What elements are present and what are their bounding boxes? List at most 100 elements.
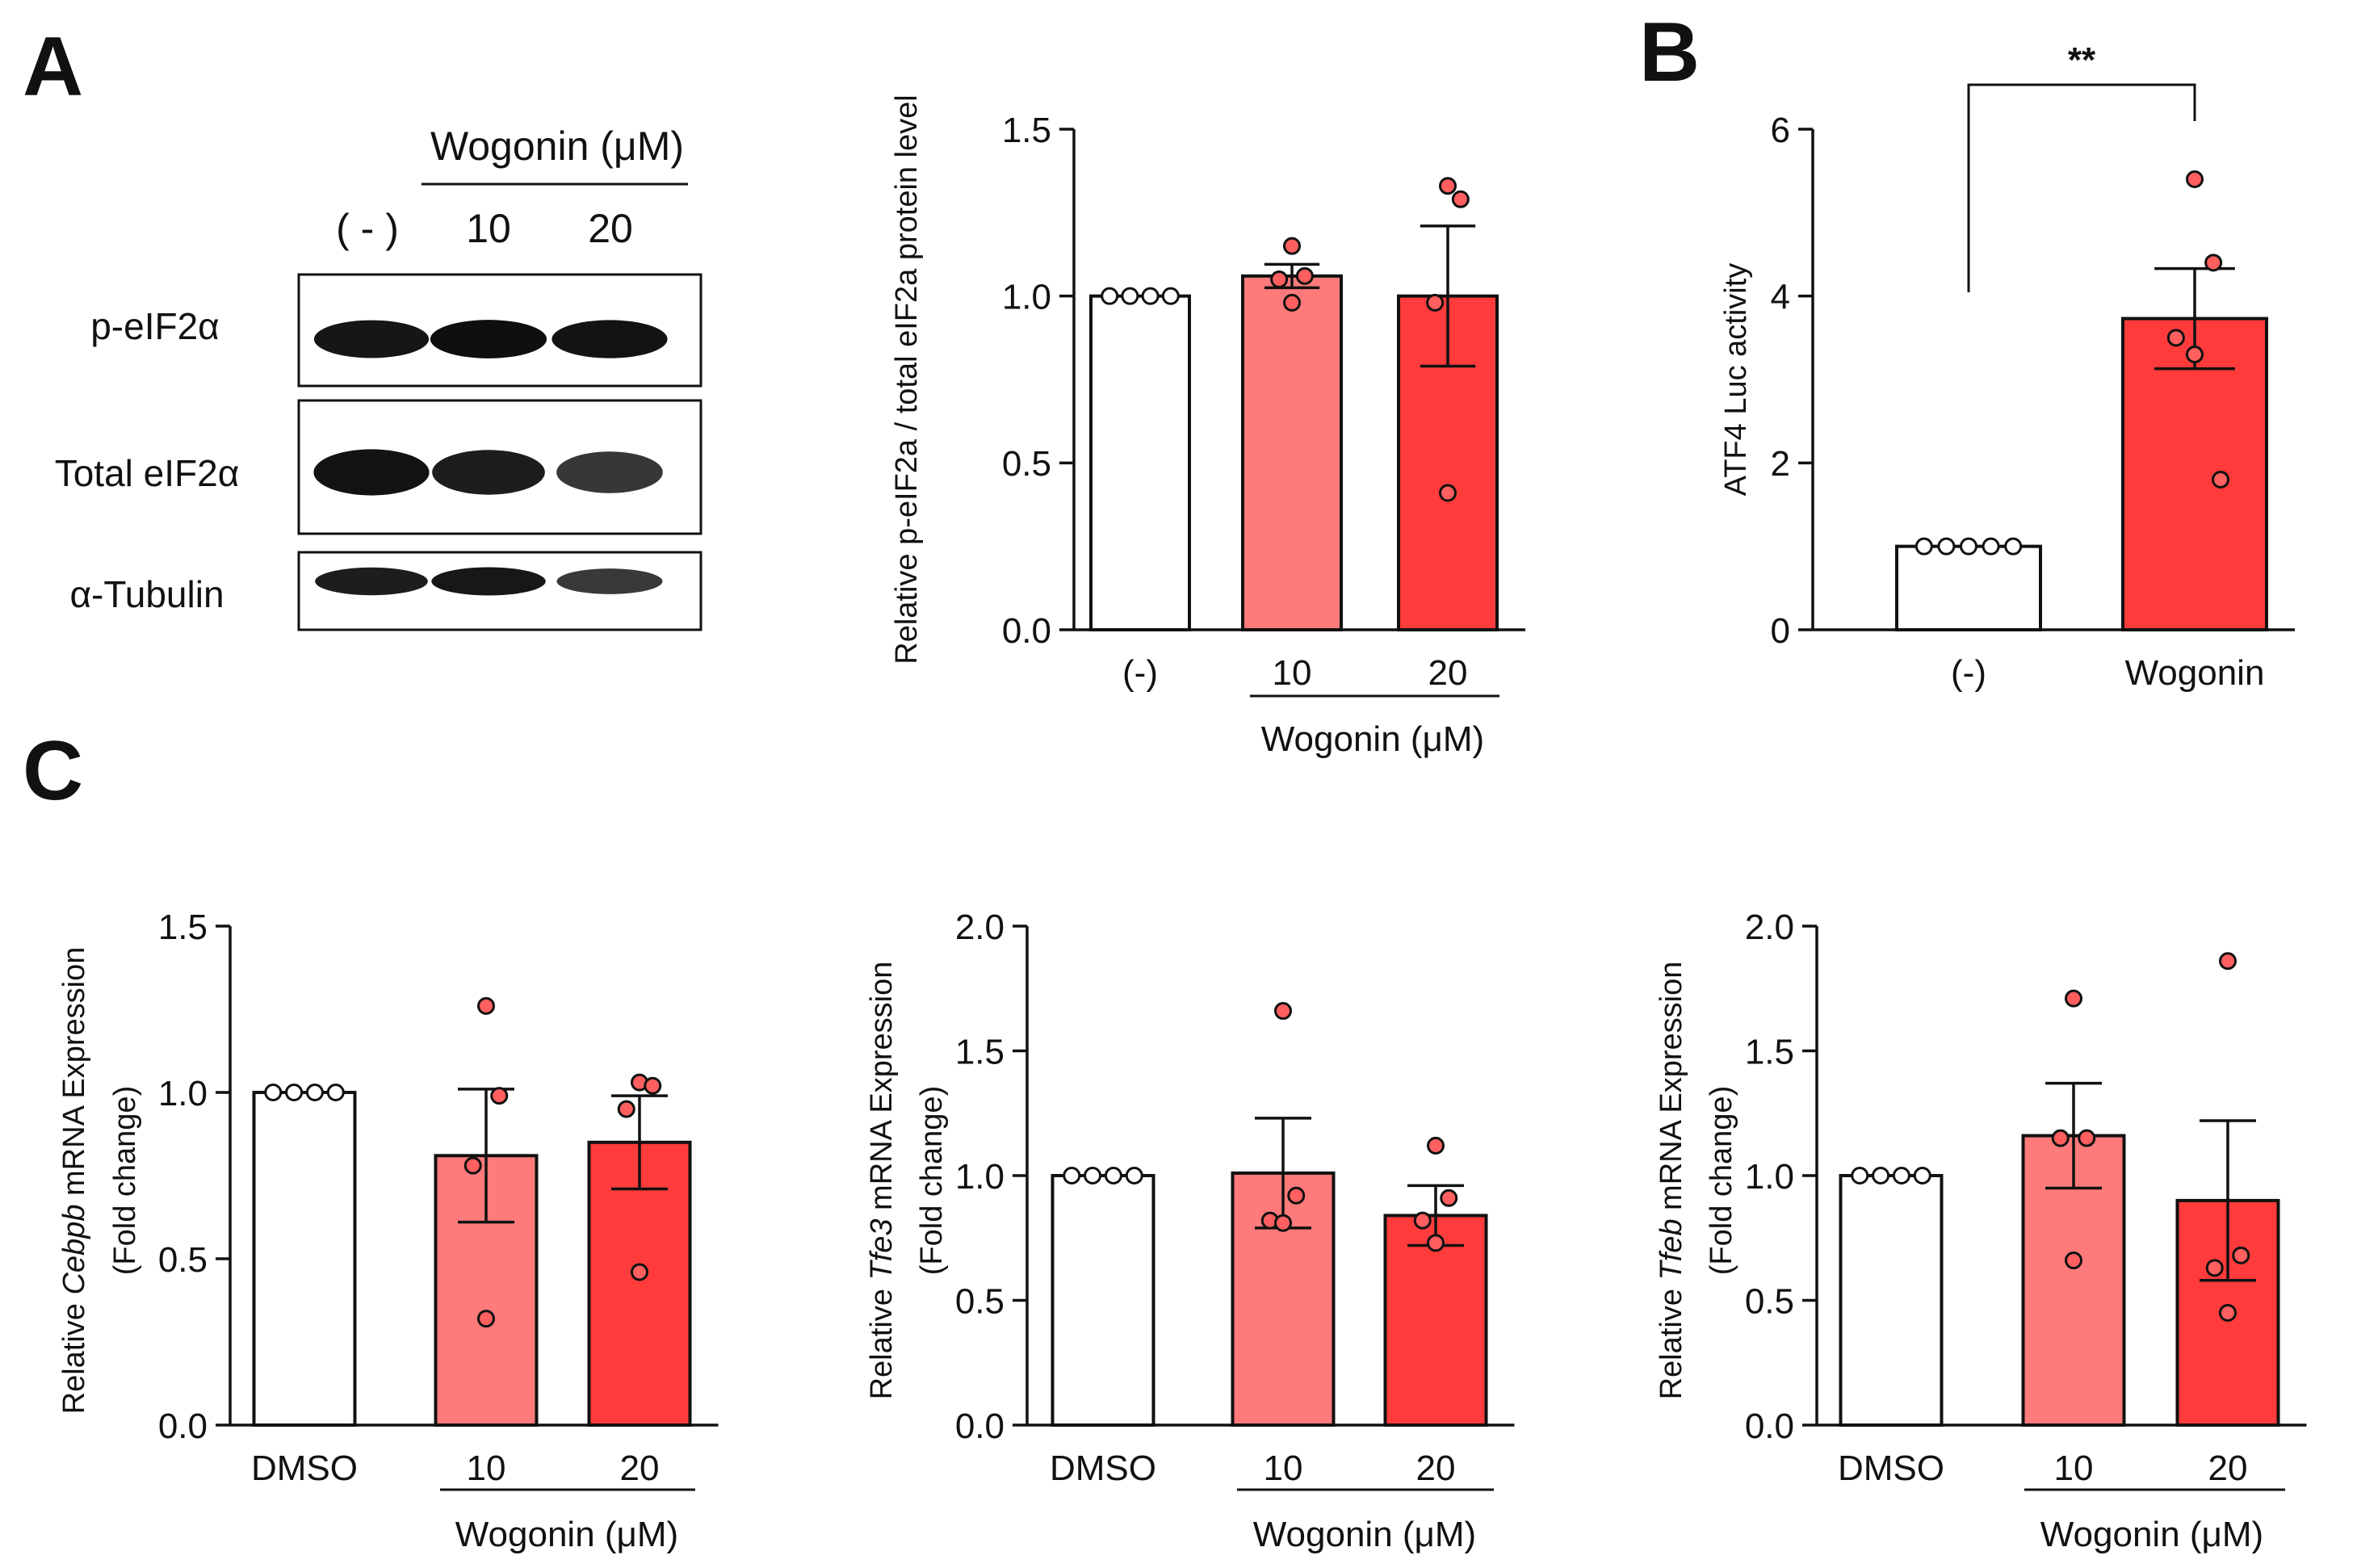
data-point xyxy=(1439,177,1457,195)
data-point xyxy=(1121,287,1139,305)
x-tick-label: 20 xyxy=(2208,1449,2248,1488)
blot-row-label: p-eIF2α xyxy=(90,305,220,347)
y-axis-label: ATF4 Luc activity xyxy=(1719,263,1753,497)
x-tick-label: Wogonin xyxy=(2125,653,2265,693)
data-point xyxy=(1283,293,1301,312)
data-point xyxy=(1141,287,1160,305)
data-point xyxy=(1295,266,1314,285)
x-tick-label: (-) xyxy=(1122,653,1158,693)
data-point xyxy=(2166,329,2185,347)
blot-band xyxy=(313,449,430,496)
data-point xyxy=(1872,1167,1890,1184)
blot-header: Wogonin (μM) xyxy=(430,124,684,169)
data-point xyxy=(1915,537,1933,556)
y-tick-label: 1.5 xyxy=(955,1032,1004,1071)
y-tick-label: 6 xyxy=(1771,111,1790,150)
y-axis-label-units: (Fold change) xyxy=(1705,1086,1738,1275)
blot-band xyxy=(313,320,430,358)
y-tick-label: 1.0 xyxy=(1745,1157,1794,1197)
y-tick-label: 0 xyxy=(1771,611,1790,651)
blot-bands xyxy=(313,449,663,496)
chart-c-cebpb: 0.0 0.5 1.0 1.5 DMSO 10 20 Relative Cebpb mRNA … xyxy=(57,908,719,1554)
significance-bracket xyxy=(1967,83,2196,292)
y-axis-label: Relative Tfeb mRNA Expression xyxy=(1655,962,1688,1400)
data-point xyxy=(2078,1129,2096,1147)
panel-label-b: B xyxy=(1639,6,1700,99)
y-tick-label: 2 xyxy=(1771,444,1790,484)
x-tick-label: 10 xyxy=(1273,653,1312,693)
x-tick-label: 10 xyxy=(2054,1449,2094,1488)
significance-label: ** xyxy=(2068,40,2096,80)
blot-lane-label: ( - ) xyxy=(336,206,399,251)
y-tick-label: 0.5 xyxy=(1745,1281,1794,1321)
bar xyxy=(1839,1174,1944,1427)
data-point xyxy=(1851,1167,1869,1184)
data-point xyxy=(1439,484,1457,502)
y-tick-label: 1.0 xyxy=(1002,278,1051,317)
data-point xyxy=(1426,293,1445,312)
western-blot: Wogonin (μM) ( - ) 10 20 p-eIF2α Total e… xyxy=(55,124,702,631)
blot-band xyxy=(556,568,663,594)
data-point xyxy=(1892,1167,1910,1184)
x-tick-label: DMSO xyxy=(251,1449,358,1488)
y-tick-label: 0.0 xyxy=(158,1407,208,1446)
y-tick-label: 0.0 xyxy=(1745,1407,1794,1446)
x-tick-label: 20 xyxy=(1428,653,1468,693)
y-tick-label: 0.0 xyxy=(955,1407,1004,1446)
data-point xyxy=(2205,1259,2224,1277)
data-point xyxy=(631,1263,648,1281)
group-label: Wogonin (μM) xyxy=(455,1515,678,1554)
data-point xyxy=(1982,537,2000,556)
blot-band xyxy=(432,450,545,495)
data-point xyxy=(1451,190,1470,208)
data-point xyxy=(1413,1211,1432,1230)
y-axis-label: Relative p-eIF2a / total eIF2a protein l… xyxy=(890,94,924,665)
data-point xyxy=(1283,237,1301,255)
data-point xyxy=(1101,287,1119,305)
x-tick-label: 20 xyxy=(1416,1449,1456,1488)
data-point xyxy=(1063,1167,1081,1184)
data-point xyxy=(1125,1167,1143,1184)
data-point xyxy=(2186,170,2204,188)
x-tick-label: 10 xyxy=(467,1449,506,1488)
data-point xyxy=(2212,471,2230,488)
data-point xyxy=(2232,1246,2250,1264)
data-point xyxy=(463,1156,482,1175)
data-point xyxy=(1427,1234,1445,1252)
data-point xyxy=(1084,1167,1102,1184)
data-point xyxy=(1427,1136,1445,1155)
data-point xyxy=(1937,537,1956,556)
panel-label-a: A xyxy=(23,20,83,114)
data-point xyxy=(477,996,495,1015)
blot-band xyxy=(431,567,546,596)
x-tick-label: 10 xyxy=(1264,1449,1303,1488)
x-tick-label: DMSO xyxy=(1050,1449,1156,1488)
blot-row-label: α-Tubulin xyxy=(69,573,224,615)
bar xyxy=(1089,294,1191,631)
blot-lane-label: 10 xyxy=(466,206,511,251)
data-point xyxy=(1960,537,1977,556)
blot-row-label: Total eIF2α xyxy=(55,452,240,494)
data-point xyxy=(1440,1189,1458,1207)
y-tick-label: 0.0 xyxy=(1002,611,1051,651)
y-axis-label-units: (Fold change) xyxy=(108,1086,142,1275)
data-point xyxy=(477,1310,495,1328)
data-point xyxy=(2204,254,2223,272)
group-label: Wogonin (μM) xyxy=(2040,1515,2263,1554)
blot-band xyxy=(430,320,547,358)
x-tick-label: (-) xyxy=(1951,653,1986,693)
y-tick-label: 1.5 xyxy=(158,908,208,947)
y-axis-label: Relative Tfe3 mRNA Expression xyxy=(865,962,899,1400)
y-tick-label: 2.0 xyxy=(955,908,1004,947)
bar xyxy=(2121,317,2268,631)
data-point xyxy=(305,1084,324,1101)
x-tick-label: DMSO xyxy=(1838,1449,1944,1488)
data-point xyxy=(2065,989,2082,1008)
y-axis-label: Relative Cebpb mRNA Expression xyxy=(57,947,91,1415)
data-point xyxy=(2004,537,2023,556)
bar xyxy=(252,1091,357,1427)
y-tick-label: 0.5 xyxy=(955,1281,1004,1321)
bar xyxy=(1241,274,1343,631)
y-tick-label: 0.5 xyxy=(158,1240,208,1280)
